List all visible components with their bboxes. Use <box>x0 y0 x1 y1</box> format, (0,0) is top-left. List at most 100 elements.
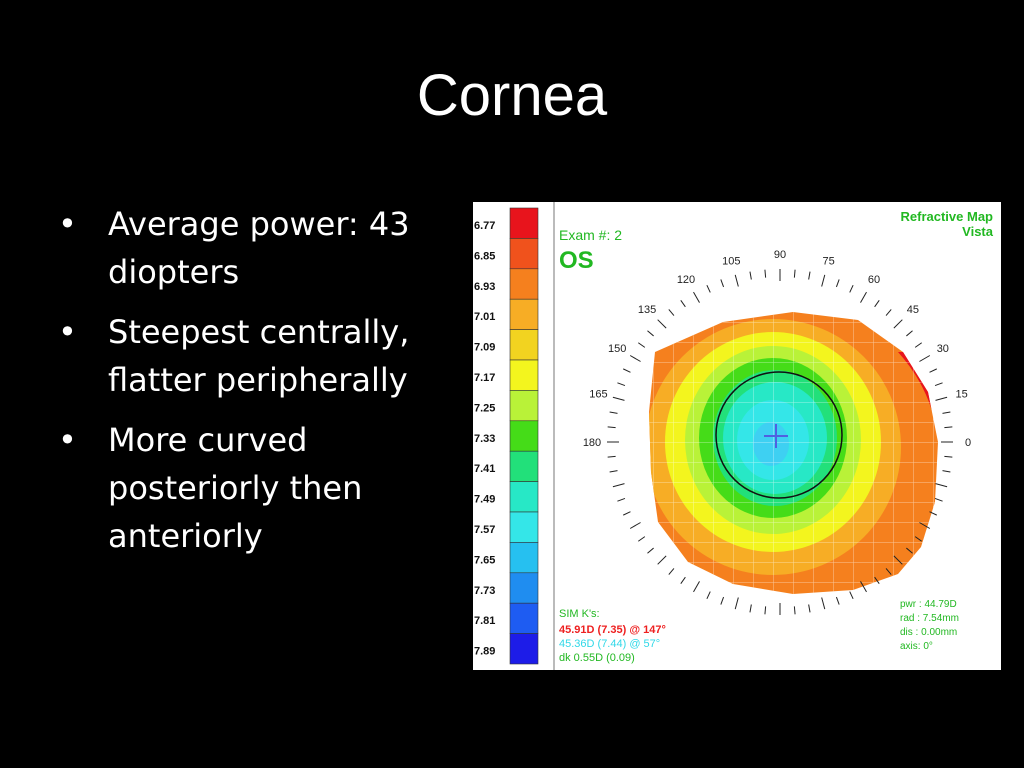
angle-tick <box>821 597 826 610</box>
angle-tick <box>749 604 752 613</box>
angle-tick <box>874 576 880 585</box>
angle-tick <box>942 411 951 414</box>
angle-tick <box>637 536 646 542</box>
scale-value-label: 6.93 <box>474 281 495 293</box>
angle-tick <box>919 522 931 529</box>
angle-tick <box>914 342 923 348</box>
angle-tick <box>935 396 948 401</box>
bullet-marker: • <box>58 421 77 459</box>
scale-swatch <box>509 542 539 574</box>
angle-tick <box>617 497 626 502</box>
angle-tick <box>706 284 711 293</box>
sim-k-flat: 45.36D (7.44) @ 57° <box>559 638 660 650</box>
angle-tick <box>835 279 840 288</box>
scale-swatch <box>509 420 539 452</box>
pupil-circle <box>715 371 843 499</box>
angle-label: 15 <box>955 388 967 400</box>
angle-tick <box>607 426 616 429</box>
angle-tick <box>885 568 892 575</box>
radius-readout: rad : 7.54mm <box>900 613 959 624</box>
cornea-contour-map <box>649 312 938 594</box>
scale-value-label: 7.09 <box>474 342 495 354</box>
angle-tick <box>657 319 667 329</box>
angle-tick <box>720 279 725 288</box>
angle-tick <box>609 411 618 414</box>
angle-tick <box>893 555 903 565</box>
scale-swatch <box>509 602 539 634</box>
angle-tick <box>629 355 641 362</box>
angle-tick <box>935 483 948 488</box>
angle-tick <box>929 511 938 516</box>
scale-swatch <box>509 633 539 665</box>
scale-swatch <box>509 268 539 300</box>
scale-value-label: 7.81 <box>474 615 495 627</box>
angle-tick <box>944 426 953 429</box>
angle-tick <box>764 606 767 615</box>
sim-k-steep: 45.91D (7.35) @ 147° <box>559 624 666 636</box>
color-scale: 6.77 6.85 6.93 7.01 7.09 7.17 7.25 7.33 7.41 7.49… <box>474 207 539 665</box>
scale-value-label: 7.89 <box>474 646 495 658</box>
scale-value-label: 7.01 <box>474 311 495 323</box>
topography-svg: 6.77 6.85 6.93 7.01 7.09 7.17 7.25 7.33 7.41 7.49… <box>474 202 994 670</box>
angle-label: 90 <box>774 249 786 261</box>
map-subtitle: Vista <box>962 224 994 239</box>
axis-readout: axis: 0° <box>900 641 933 652</box>
angle-tick <box>821 274 826 287</box>
distance-readout: dis : 0.00mm <box>900 627 957 638</box>
angle-tick <box>808 604 811 613</box>
angle-tick <box>622 511 631 516</box>
angle-tick <box>617 382 626 387</box>
scale-swatch <box>509 511 539 543</box>
angle-tick <box>647 547 654 554</box>
angle-label: 30 <box>937 343 949 355</box>
angle-tick <box>906 547 913 554</box>
scale-value-label: 7.25 <box>474 402 495 414</box>
angle-tick <box>835 596 840 605</box>
angle-tick <box>680 576 686 585</box>
angle-tick <box>647 330 654 337</box>
slide-title: Cornea <box>416 63 608 128</box>
angle-tick <box>893 319 903 329</box>
eye-label: OS <box>559 247 594 274</box>
angle-tick <box>612 396 625 401</box>
scale-swatch <box>509 481 539 513</box>
angle-tick <box>612 483 625 488</box>
angle-tick <box>929 368 938 373</box>
scale-value-label: 7.17 <box>474 372 495 384</box>
angle-label: 165 <box>589 388 607 400</box>
angle-tick <box>706 591 711 600</box>
angle-tick <box>749 271 752 280</box>
angle-label: 135 <box>638 304 656 316</box>
angle-tick <box>906 330 913 337</box>
angle-tick <box>637 342 646 348</box>
angle-tick <box>734 597 739 610</box>
angle-ticks <box>607 269 953 615</box>
angle-tick <box>860 291 867 303</box>
grid-overlay <box>649 312 938 594</box>
scale-swatch <box>509 207 539 239</box>
scale-value-label: 7.41 <box>474 463 495 475</box>
angle-tick <box>808 271 811 280</box>
angle-label: 75 <box>823 255 835 267</box>
angle-tick <box>657 555 667 565</box>
sim-k-title: SIM K's: <box>559 608 600 620</box>
angle-tick <box>607 455 616 458</box>
bullet-item: • Steepest centrally, flatter peripherall… <box>58 308 428 404</box>
angle-label: 150 <box>608 343 626 355</box>
bullet-text: More curved posteriorly then anteriorly <box>108 421 363 555</box>
scale-value-label: 7.57 <box>474 524 495 536</box>
scale-swatch <box>509 450 539 482</box>
angle-tick <box>793 606 796 615</box>
angle-tick <box>629 522 641 529</box>
angle-tick <box>914 536 923 542</box>
scale-value-label: 7.33 <box>474 433 495 445</box>
scale-swatch <box>509 238 539 270</box>
angle-tick <box>668 568 675 575</box>
exam-number-label: Exam #: 2 <box>559 227 622 243</box>
angle-tick <box>874 299 880 308</box>
center-crosshair-icon <box>764 424 788 448</box>
bullet-text: Steepest centrally, flatter peripherally <box>108 313 410 399</box>
angle-label: 60 <box>868 274 880 286</box>
scale-swatch <box>509 329 539 361</box>
angle-tick <box>944 455 953 458</box>
